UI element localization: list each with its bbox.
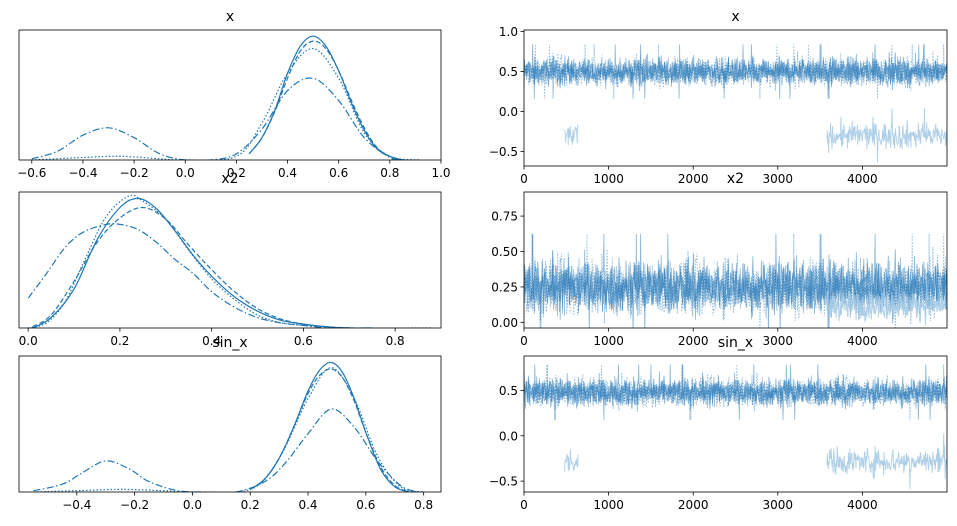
x-tick-label: 0 — [520, 498, 528, 512]
plot-area — [524, 364, 947, 489]
y-tick-label: 0.0 — [499, 429, 518, 443]
x-tick-label: 4000 — [847, 172, 878, 186]
y-tick-label: 0.50 — [491, 245, 518, 259]
trace-line-0-1 — [524, 44, 947, 99]
y-tick-label: 0.0 — [499, 105, 518, 119]
x-tick-label: 2000 — [678, 334, 709, 348]
kde-line-chain-3 — [31, 48, 421, 160]
kde-line-chain-0 — [249, 361, 410, 492]
trace-line-0-2 — [524, 364, 947, 421]
x-tick-label: 4000 — [847, 334, 878, 348]
x-tick-label: 0.4 — [202, 334, 221, 348]
trace-line-2-0 — [826, 108, 947, 163]
axes-frame — [523, 29, 948, 167]
x-tick-label: 0.2 — [227, 166, 246, 180]
x-tick-label: 1000 — [593, 172, 624, 186]
panel-title: sin_x — [212, 335, 247, 351]
plot-area — [524, 233, 947, 328]
trace-line-1-0 — [564, 125, 579, 146]
kde-line-chain-1 — [248, 40, 403, 160]
x-tick-label: 0.0 — [176, 166, 195, 180]
x-tick-label: 3000 — [763, 334, 794, 348]
panel-title: x — [226, 9, 234, 25]
x-tick-label: 3000 — [763, 172, 794, 186]
x-tick-label: 0.8 — [414, 498, 433, 512]
x-tick-label: −0.4 — [68, 166, 97, 180]
x-tick-label: 1.0 — [431, 166, 450, 180]
x-tick-label: 2000 — [678, 172, 709, 186]
trace-line-1-0 — [826, 276, 947, 326]
plot-area — [33, 361, 424, 492]
x-tick-label: 1000 — [593, 334, 624, 348]
panel-kde-x: x −0.6 −0.4 −0.2 0.0 0.2 0.4 0.6 0.8 1.0 — [17, 9, 450, 180]
panel-trace-x: x 0 1000 2000 3000 4000 −0.5 0.0 0.5 1.0 — [489, 9, 948, 186]
x-tick-label: 0 — [520, 172, 528, 186]
trace-line-2-0 — [826, 433, 947, 489]
panel-title: x2 — [221, 171, 238, 187]
x-tick-label: 0.6 — [329, 166, 348, 180]
x-tick-label: −0.4 — [62, 498, 91, 512]
kde-line-chain-3 — [28, 194, 432, 328]
x-tick-label: 1000 — [593, 498, 624, 512]
panel-trace-x2: x2 0 1000 2000 3000 4000 0.00 0.25 0.50 0.75 — [491, 171, 948, 348]
panel-title: sin_x — [718, 335, 753, 351]
panel-trace-sin_x: sin_x 0 1000 2000 3000 4000 −0.5 0.0 0.5 — [489, 335, 948, 512]
x-tick-label: 3000 — [763, 498, 794, 512]
x-tick-label: 0.4 — [278, 166, 297, 180]
trace-line-1-0 — [564, 449, 579, 472]
x-tick-label: 0.8 — [380, 166, 399, 180]
plot-area — [31, 35, 421, 160]
x-tick-label: −0.2 — [120, 498, 149, 512]
x-tick-label: 0.2 — [110, 334, 129, 348]
axes-frame — [523, 355, 948, 493]
y-tick-label: 0.5 — [499, 65, 518, 79]
x-tick-label: 0.4 — [298, 498, 317, 512]
x-tick-label: 0.0 — [183, 498, 202, 512]
panel-kde-x2: x2 0.0 0.2 0.4 0.6 0.8 — [18, 171, 442, 348]
kde-line-chain-0 — [32, 197, 373, 328]
x-tick-label: 0.2 — [241, 498, 260, 512]
axes-frame — [523, 191, 948, 329]
panel-title: x — [731, 9, 739, 25]
x-tick-label: 4000 — [847, 498, 878, 512]
plot-area — [524, 44, 947, 163]
x-tick-label: 0.0 — [19, 334, 38, 348]
x-tick-label: 2000 — [678, 498, 709, 512]
y-tick-label: −0.5 — [489, 145, 518, 159]
x-tick-label: 0.6 — [356, 498, 375, 512]
kde-line-chain-2 — [27, 222, 350, 328]
panel-title: x2 — [727, 171, 744, 187]
kde-line-chain-1 — [32, 206, 350, 328]
x-tick-label: 0.8 — [386, 334, 405, 348]
kde-line-chain-2 — [33, 408, 419, 492]
y-tick-label: 0.00 — [491, 316, 518, 330]
y-tick-label: 1.0 — [499, 25, 518, 39]
kde-line-chain-1 — [249, 368, 410, 492]
axes-frame — [18, 191, 442, 329]
x-tick-label: 0.6 — [294, 334, 313, 348]
axes-frame — [18, 29, 442, 161]
y-tick-label: 0.5 — [499, 384, 518, 398]
axes-frame — [18, 355, 442, 493]
kde-line-chain-0 — [248, 35, 403, 160]
y-tick-label: −0.5 — [489, 475, 518, 489]
trace-line-0-3 — [524, 44, 947, 99]
x-tick-label: 0 — [520, 334, 528, 348]
kde-line-chain-2 — [31, 77, 403, 160]
x-tick-label: −0.2 — [120, 166, 149, 180]
x-tick-label: −0.6 — [17, 166, 46, 180]
y-tick-label: 0.75 — [491, 210, 518, 224]
plot-area — [27, 194, 432, 328]
panel-kde-sin_x: sin_x −0.4 −0.2 0.0 0.2 0.4 0.6 0.8 — [18, 335, 442, 512]
y-tick-label: 0.25 — [491, 280, 518, 294]
